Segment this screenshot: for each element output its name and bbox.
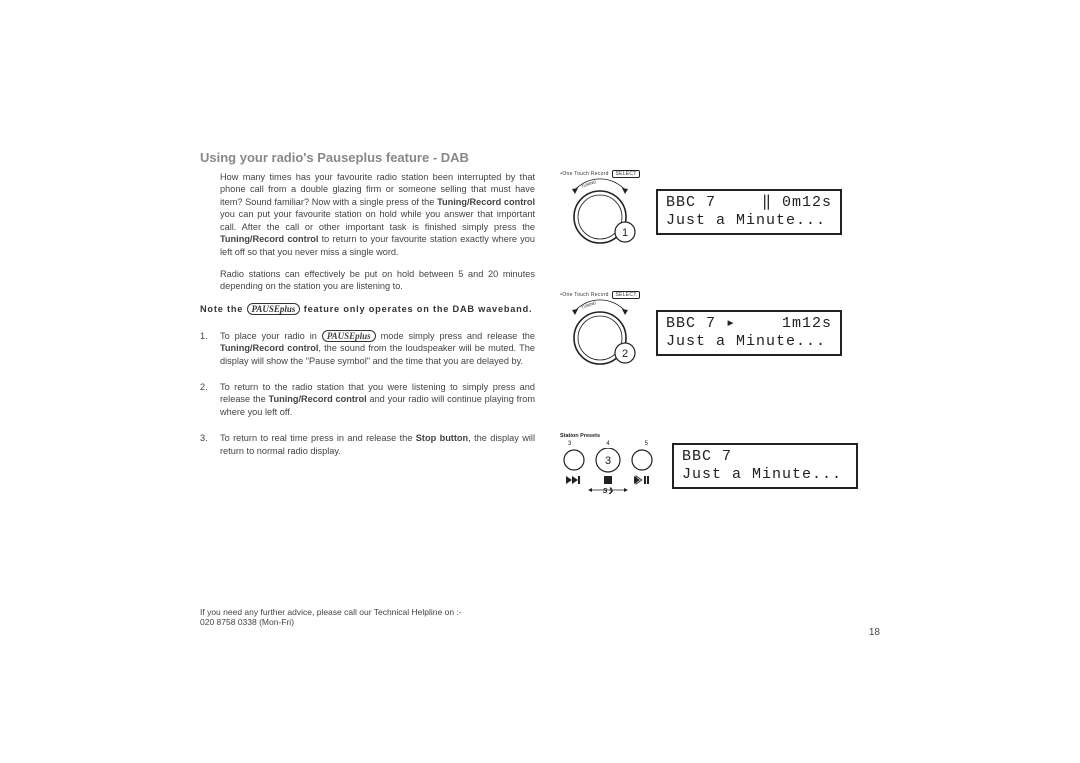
tuning-dial: •One Touch Record SELECT 1 TUNING [560,171,640,252]
control-name: Tuning/Record control [220,343,318,353]
preset-num-4: 4 [606,441,609,447]
figure-2: •One Touch Record SELECT 2 TUNING BBC 7 … [560,292,880,373]
step-2: To return to the radio station that you … [200,381,535,418]
lcd-row-1: BBC 7 ‖ 0m12s [666,194,832,212]
tuning-dial: •One Touch Record SELECT 2 TUNING [560,292,640,373]
figure-1: •One Touch Record SELECT 1 TUNING BBC 7 [560,171,880,252]
station-presets: Station Presets 3 4 5 3 [560,433,656,499]
lcd-row-2: Just a Minute... [682,466,848,484]
figure-column: •One Touch Record SELECT 1 TUNING BBC 7 [560,171,880,499]
manual-page: Using your radio's Pauseplus feature - D… [200,150,880,499]
control-name: Tun­ing/Record control [437,197,535,207]
intro-paragraph: How many times has your favourite radio … [200,171,535,258]
tuning-label: TUNING [581,179,597,189]
intro-text: you can put your favourite station on ho… [220,209,535,231]
lcd-display-1: BBC 7 ‖ 0m12s Just a Minute... [656,189,842,235]
figure-3: Station Presets 3 4 5 3 [560,433,880,499]
helpline-number: 020 8758 0338 (Mon-Fri) [200,617,880,627]
step-3: To return to real time press in and rele… [200,432,535,457]
lcd-station: BBC 7 ▸ [666,315,736,333]
lcd-display-3: BBC 7 Just a Minute... [672,443,858,489]
control-name: Tuning/Record control [269,394,367,404]
lcd-station: BBC 7 [666,194,716,212]
preset-buttons-icon: 3 S❯ [560,448,656,494]
lcd-row-2: Just a Minute... [666,333,832,351]
text-column: How many times has your favourite radio … [200,171,535,471]
step-text: To place your radio in [220,331,322,341]
svg-text:3: 3 [605,455,611,467]
steps-list: To place your radio in PAUSEplus mode si… [200,330,535,457]
svg-text:TUNING: TUNING [581,300,597,310]
svg-text:S❯: S❯ [603,487,614,494]
svg-text:1: 1 [622,227,628,239]
note-text: feature only operates on the DAB waveban… [300,304,532,314]
lcd-station: BBC 7 [682,448,732,466]
page-title: Using your radio's Pauseplus feature - D… [200,150,880,165]
step-1: To place your radio in PAUSEplus mode si… [200,330,535,367]
lcd-row-1: BBC 7 [682,448,848,466]
control-name: Stop button [416,433,468,443]
control-name: Tuning/Record control [220,234,318,244]
lcd-status: ‖ 0m12s [762,194,832,212]
preset-num-3: 3 [568,441,571,447]
note-text: Note the [200,304,247,314]
page-number: 18 [869,627,880,638]
pauseplus-logo: PAUSEplus [247,303,301,315]
dial-icon: 2 TUNING [560,298,640,368]
lcd-row-2: Just a Minute... [666,212,832,230]
step-text: To return to real time press in and rele… [220,433,416,443]
svg-text:2: 2 [622,348,628,360]
preset-numbers: 3 4 5 [560,441,656,448]
dial-icon: 1 TUNING [560,177,640,247]
lcd-status: 1m12s [782,315,832,333]
page-footer: If you need any further advice, please c… [200,607,880,638]
hold-duration-paragraph: Radio stations can effectively be put on… [200,268,535,293]
lcd-display-2: BBC 7 ▸ 1m12s Just a Minute... [656,310,842,356]
note-paragraph: Note the PAUSEplus feature only operates… [200,303,535,316]
pauseplus-logo: PAUSEplus [322,330,376,342]
helpline-text: If you need any further advice, please c… [200,607,880,617]
presets-title: Station Presets [560,433,656,439]
lcd-row-1: BBC 7 ▸ 1m12s [666,315,832,333]
step-text: mode simply press and release the [376,331,535,341]
preset-num-5: 5 [645,441,648,447]
